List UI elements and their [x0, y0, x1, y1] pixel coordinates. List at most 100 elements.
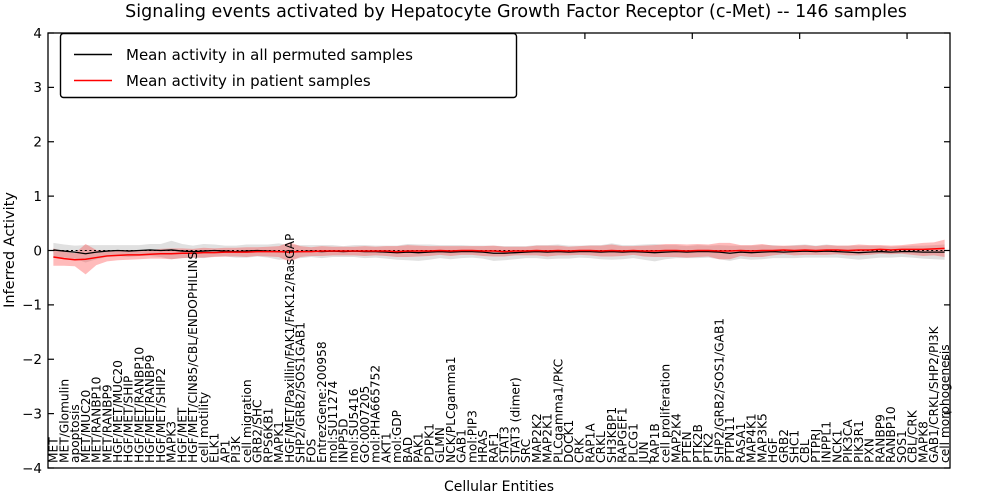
x-category-label: CBL — [798, 439, 812, 463]
x-category-label: PDPK1 — [422, 423, 436, 463]
x-category-label: STAT3 (dimer) — [508, 377, 522, 463]
x-category-label: RAP1B — [648, 423, 662, 463]
x-category-label: INPPL1 — [820, 421, 834, 463]
x-category-label: HGF/MET/CIN85/CBL/ENDOPHILINS — [186, 252, 200, 463]
x-category-label: RASA1 — [734, 423, 748, 463]
x-category-label: JUN — [637, 441, 651, 464]
x-category-label: GRB2/SHC — [251, 399, 265, 463]
x-category-label: PIK3R1 — [852, 420, 866, 463]
x-category-label: SHC1 — [787, 430, 801, 463]
y-tick-label: 2 — [33, 135, 42, 151]
x-category-label: RANBP10 — [884, 406, 898, 463]
y-tick-label: 3 — [33, 80, 42, 96]
x-category-label: cell migration — [240, 379, 254, 463]
x-category-label: RANBP9 — [873, 414, 887, 463]
x-category-label: MAP2K2 — [530, 413, 544, 463]
x-category-label: PXN — [863, 438, 877, 463]
x-category-label: MAP3K5 — [755, 413, 769, 463]
x-category-label: cell proliferation — [659, 364, 673, 463]
x-category-label: GLMN — [433, 427, 447, 463]
x-category-label: mol:PHA665752 — [369, 365, 383, 463]
x-category-label: SHP2/GRB2/SOS1/GAB1 — [712, 318, 726, 463]
x-category-label: RAF1 — [487, 432, 501, 463]
x-category-label: GRB2 — [777, 429, 791, 463]
x-category-label: GAB1 — [455, 429, 469, 463]
x-category-label: PIK3CA — [841, 419, 855, 463]
patient-mean-line — [53, 247, 945, 261]
x-category-label: MAP4K1 — [745, 413, 759, 463]
x-category-label: PLCG1 — [626, 423, 640, 463]
x-category-label: MET/MUC20 — [79, 390, 93, 463]
y-axis-label: Inferred Activity — [2, 192, 18, 308]
x-category-label: PTK2 — [702, 432, 716, 463]
x-category-label: FOS — [304, 438, 318, 463]
x-category-label: mol:PIP3 — [465, 410, 479, 463]
x-category-label: SOS1 — [895, 430, 909, 463]
x-category-label: GO:0007205 — [358, 386, 372, 463]
x-category-label: MAPK8 — [916, 421, 930, 463]
x-category-label: MAP2K4 — [669, 413, 683, 463]
x-category-label: HGF/MET/SHIP — [122, 376, 136, 463]
x-category-label: RPS6KB1 — [261, 408, 275, 463]
x-category-label: SHP2/GRB2/SOS1GAB1 — [294, 322, 308, 463]
y-tick-label: −1 — [22, 298, 42, 314]
x-category-label: MET/Glomulin — [57, 379, 71, 463]
patient-std-band — [53, 239, 945, 275]
x-category-label: PTPN11 — [723, 416, 737, 463]
y-tick-label: −3 — [22, 406, 42, 422]
x-category-label: HGF/MET/RANBP9 — [143, 355, 157, 463]
chart-title: Signaling events activated by Hepatocyte… — [125, 2, 907, 22]
x-category-label: INPP5D — [336, 418, 350, 463]
x-category-label: HGF/MET/Paxillin/FAK1/FAK12/RasGAP — [283, 234, 297, 463]
x-category-label: HGF/MET — [175, 407, 189, 463]
x-category-label: GAB1/CRKL/SHP2/PI3K — [927, 325, 941, 463]
x-category-label: cell motility — [197, 392, 211, 463]
x-category-label: mol:SU11274 — [326, 381, 340, 463]
x-axis-label: Cellular Entities — [444, 479, 554, 495]
x-category-label: PI3K — [229, 435, 243, 463]
x-category-label: BAD — [401, 437, 415, 463]
x-category-label: HRAS — [476, 430, 490, 463]
x-category-label: SRC — [519, 439, 533, 463]
x-category-label: HGF/MET/SHIP2 — [154, 368, 168, 463]
x-category-label: NCK1 — [830, 430, 844, 463]
y-tick-label: −2 — [22, 352, 42, 368]
x-category-label: MAP2K1 — [541, 413, 555, 463]
y-tick-label: 1 — [33, 189, 42, 205]
x-category-label: DOCK1 — [562, 420, 576, 463]
x-category-label: NCK/PLCgamma1 — [444, 356, 458, 463]
legend: Mean activity in all permuted samples Me… — [59, 32, 518, 99]
x-category-label: EntrezGene:200958 — [315, 341, 329, 463]
x-category-label: CRKL — [594, 431, 608, 463]
x-category-label: STAT3 — [498, 426, 512, 463]
x-category-label: PAK1 — [412, 432, 426, 463]
legend-label-patient: Mean activity in patient samples — [126, 72, 371, 90]
x-category-label: HGF — [766, 437, 780, 463]
legend-label-permuted: Mean activity in all permuted samples — [126, 46, 413, 64]
y-tick-label: 0 — [33, 243, 42, 259]
permuted-mean-line — [53, 249, 945, 255]
x-category-label: SH3KBP1 — [605, 407, 619, 463]
x-category-label: PTPRJ — [809, 429, 823, 463]
x-category-label: MET/RANBP9 — [100, 384, 114, 463]
x-category-label: HGF/MET/MUC20 — [111, 360, 125, 463]
plot-area: 43210−1−2−3−4METMET/GlomulinapoptosisMET… — [22, 26, 952, 477]
x-category-label: MAPK1 — [272, 421, 286, 463]
y-tick-label: 4 — [33, 26, 42, 42]
x-category-label: MET/RANBP10 — [90, 377, 104, 463]
x-category-label: PTEN — [680, 431, 694, 463]
x-category-label: PLCgamma1/PKC — [551, 359, 565, 463]
x-category-label: HGF/MET/RANBP10 — [132, 347, 146, 463]
x-category-label: PTK2B — [691, 424, 705, 463]
x-category-label: CBL/CRK — [906, 409, 920, 463]
x-category-label: CRK — [573, 437, 587, 463]
x-category-label: RAPGEF1 — [616, 407, 630, 463]
x-category-label: cell morphogenesis — [938, 344, 952, 463]
y-tick-label: −4 — [22, 461, 42, 477]
x-category-label: apoptosis — [68, 404, 82, 463]
x-category-label: AKT1 — [379, 432, 393, 463]
x-category-label: RAP1A — [583, 423, 597, 463]
x-category-label: ELK1 — [208, 433, 222, 463]
